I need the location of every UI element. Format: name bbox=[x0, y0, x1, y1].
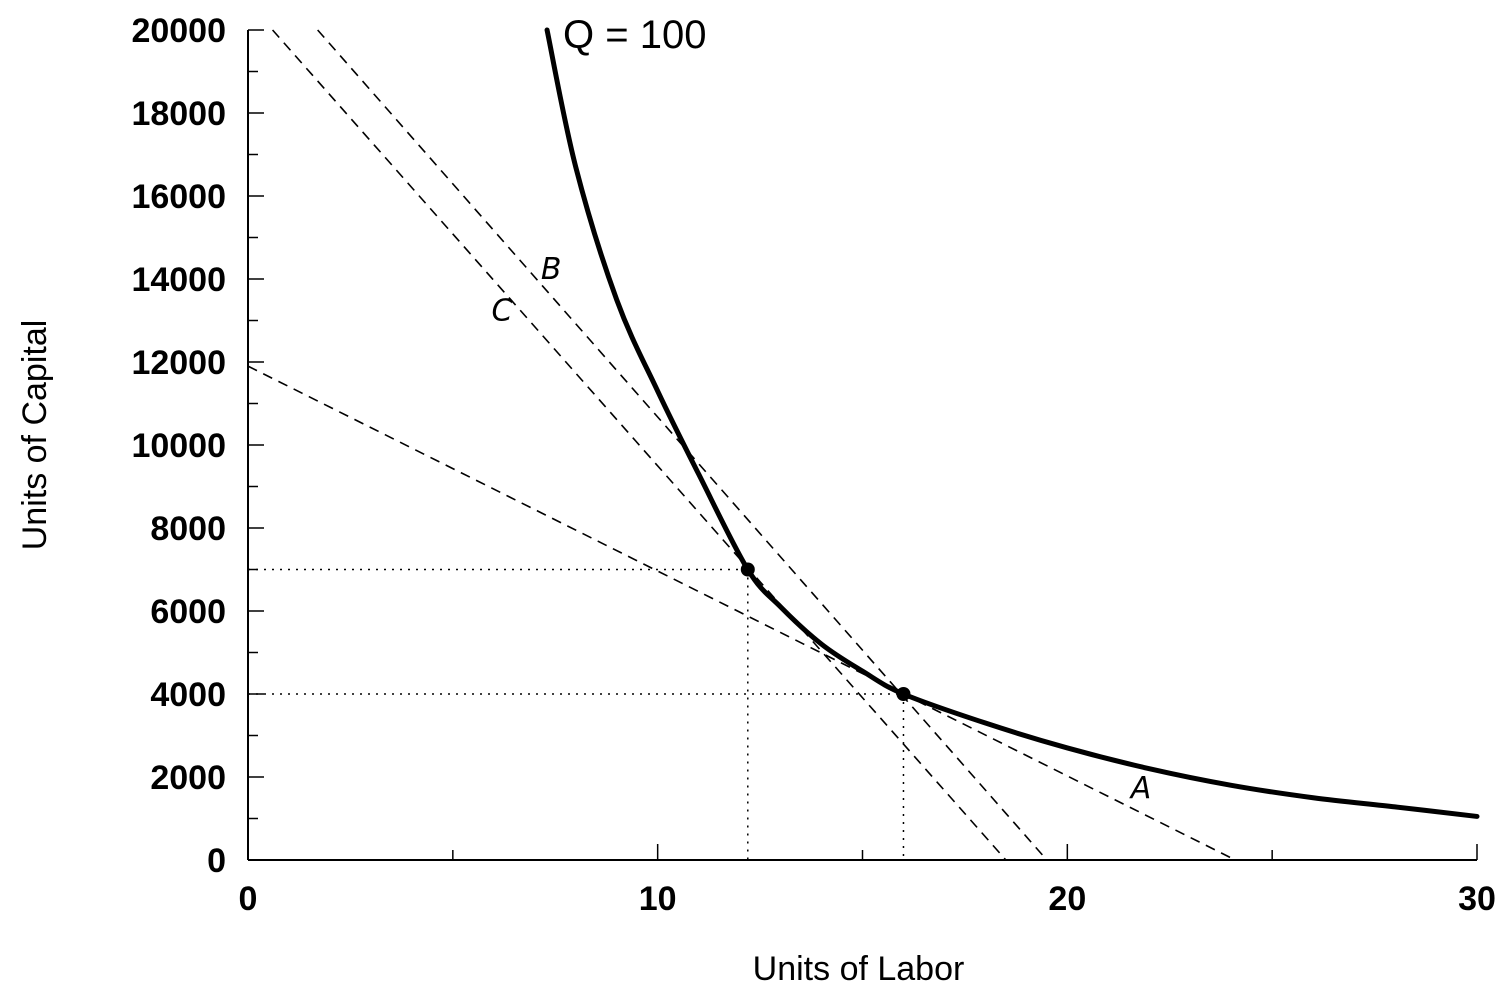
y-tick-label: 0 bbox=[207, 842, 226, 880]
isocost-lines bbox=[247, 29, 1236, 861]
y-tick-label: 12000 bbox=[131, 344, 226, 382]
y-tick-label: 2000 bbox=[150, 759, 226, 797]
isoquant-curve-group bbox=[544, 27, 1480, 819]
axes: 0 2000 4000 6000 8000 10000 12000 14000 16000 180… bbox=[16, 12, 1496, 988]
tangency-point bbox=[896, 687, 911, 701]
tangency-point bbox=[740, 562, 755, 577]
y-tick-label: 4000 bbox=[150, 676, 226, 714]
y-tick-label: 20000 bbox=[131, 12, 226, 50]
x-tick-label: 20 bbox=[1048, 880, 1086, 918]
isoquant-curve bbox=[544, 27, 1480, 819]
y-tick-label: 6000 bbox=[150, 593, 226, 631]
x-axis-title: Units of Labor bbox=[753, 950, 965, 988]
chart-labels: Q = 100 A BC bbox=[492, 13, 1152, 806]
y-tick-label: 14000 bbox=[131, 261, 226, 299]
isocost-line-a bbox=[247, 365, 1236, 861]
isocost-label-c: C bbox=[492, 294, 513, 329]
y-tick-label: 8000 bbox=[150, 510, 226, 548]
y-tick-label: 16000 bbox=[131, 178, 226, 216]
y-axis-title: Units of Capital bbox=[16, 320, 54, 551]
x-tick-label: 10 bbox=[639, 880, 677, 918]
isoquant-label: Q = 100 bbox=[563, 13, 706, 57]
isocost-line-c bbox=[271, 29, 1007, 861]
y-tick-label: 18000 bbox=[131, 95, 226, 133]
y-tick-label: 10000 bbox=[131, 427, 226, 465]
tangency-points bbox=[740, 562, 911, 701]
x-tick-label: 0 bbox=[239, 880, 258, 918]
guide-lines bbox=[248, 568, 905, 860]
isocost-label-b: B bbox=[541, 252, 562, 287]
x-tick-label: 30 bbox=[1458, 880, 1496, 918]
isocost-label-a: A bbox=[1129, 771, 1152, 806]
